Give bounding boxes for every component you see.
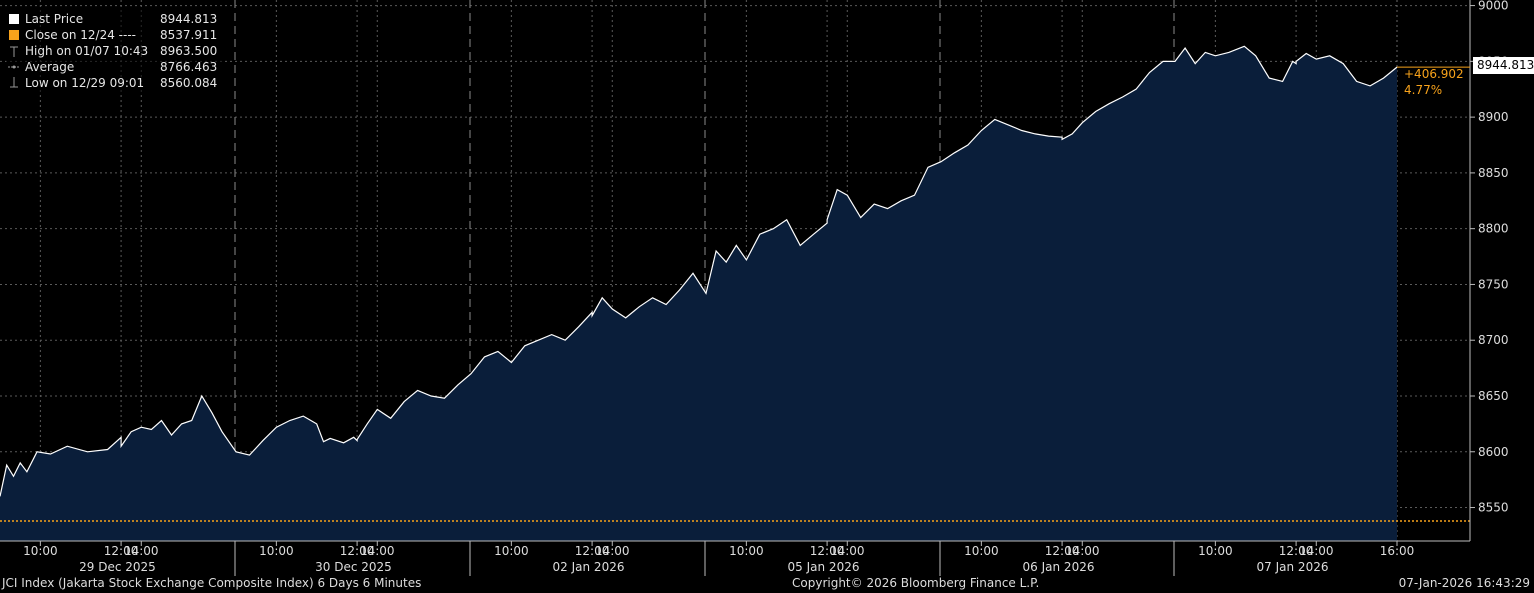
x-time-label: 10:00 xyxy=(259,544,294,558)
x-time-label: 14:00 xyxy=(830,544,865,558)
legend-label: Low on 12/29 09:01 xyxy=(25,76,145,90)
legend-label: Average xyxy=(25,60,75,74)
legend-swatch xyxy=(8,14,20,24)
x-time-label: 12:00 xyxy=(1279,544,1314,558)
legend-row: High on 01/07 10:43 8963.500 xyxy=(8,43,220,59)
axes xyxy=(0,0,1475,576)
y-tick-label: 8750 xyxy=(1478,277,1509,291)
x-time-label: 14:00 xyxy=(124,544,159,558)
legend-value: 8537.911 xyxy=(160,28,218,42)
legend-value: 8560.084 xyxy=(160,76,218,90)
legend: Last Price 8944.813 Close on 12/24 ---- 853… xyxy=(6,10,224,93)
change-pct: 4.77% xyxy=(1404,83,1443,97)
x-time-label: 14:00 xyxy=(595,544,630,558)
x-time-label: 10:00 xyxy=(1198,544,1233,558)
y-tick-label: 8600 xyxy=(1478,445,1509,459)
legend-label: Last Price xyxy=(25,12,84,26)
x-day-label: 05 Jan 2026 xyxy=(788,560,860,574)
x-time-label: 10:00 xyxy=(494,544,529,558)
x-time-label: 12:00 xyxy=(340,544,375,558)
x-time-label: 16:00 xyxy=(1380,544,1415,558)
legend-row: Last Price 8944.813 xyxy=(8,11,220,27)
legend-value: 8766.463 xyxy=(160,60,218,74)
legend-value: 8944.813 xyxy=(160,12,218,26)
change-abs: +406.902 xyxy=(1404,67,1464,81)
y-tick-label: 8700 xyxy=(1478,333,1509,347)
y-tick-label: 8650 xyxy=(1478,389,1509,403)
footer-timestamp: 07-Jan-2026 16:43:29 xyxy=(1398,576,1530,590)
low-marker-icon xyxy=(8,77,20,89)
y-axis-labels: 8550860086508700875088008850890089509000 xyxy=(1478,0,1509,515)
y-tick-label: 8850 xyxy=(1478,166,1509,180)
x-time-label: 14:00 xyxy=(1065,544,1100,558)
last-price-tag: 8944.813 xyxy=(1473,57,1534,74)
legend-swatch xyxy=(8,30,20,40)
x-time-label: 10:00 xyxy=(23,544,58,558)
high-marker-icon xyxy=(8,45,20,57)
x-time-label: 10:00 xyxy=(729,544,764,558)
y-tick-label: 8900 xyxy=(1478,110,1509,124)
legend-row: Average 8766.463 xyxy=(8,59,220,75)
x-day-label: 06 Jan 2026 xyxy=(1023,560,1095,574)
footer-copyright: Copyright© 2026 Bloomberg Finance L.P. xyxy=(792,576,1040,590)
y-tick-label: 8800 xyxy=(1478,222,1509,236)
x-time-label: 14:00 xyxy=(1299,544,1334,558)
avg-marker-icon xyxy=(8,61,20,73)
y-tick-label: 9000 xyxy=(1478,0,1509,13)
x-time-label: 12:00 xyxy=(575,544,610,558)
legend-label: High on 01/07 10:43 xyxy=(25,44,149,58)
price-line xyxy=(0,45,1398,497)
x-day-label: 29 Dec 2025 xyxy=(79,560,156,574)
legend-row: Close on 12/24 ---- 8537.911 xyxy=(8,27,220,43)
x-time-label: 12:00 xyxy=(1045,544,1080,558)
x-time-label: 12:00 xyxy=(810,544,845,558)
x-day-label: 07 Jan 2026 xyxy=(1257,560,1329,574)
x-time-label: 10:00 xyxy=(964,544,999,558)
price-area xyxy=(0,46,1397,542)
legend-value: 8963.500 xyxy=(160,44,218,58)
x-time-label: 12:00 xyxy=(104,544,139,558)
footer-security: JCI Index (Jakarta Stock Exchange Compos… xyxy=(2,576,422,590)
legend-row: Low on 12/29 09:01 8560.084 xyxy=(8,75,220,91)
legend-label: Close on 12/24 ---- xyxy=(25,28,136,42)
x-day-label: 02 Jan 2026 xyxy=(553,560,625,574)
x-time-label: 14:00 xyxy=(360,544,395,558)
y-tick-label: 8550 xyxy=(1478,501,1509,515)
x-day-label: 30 Dec 2025 xyxy=(315,560,392,574)
